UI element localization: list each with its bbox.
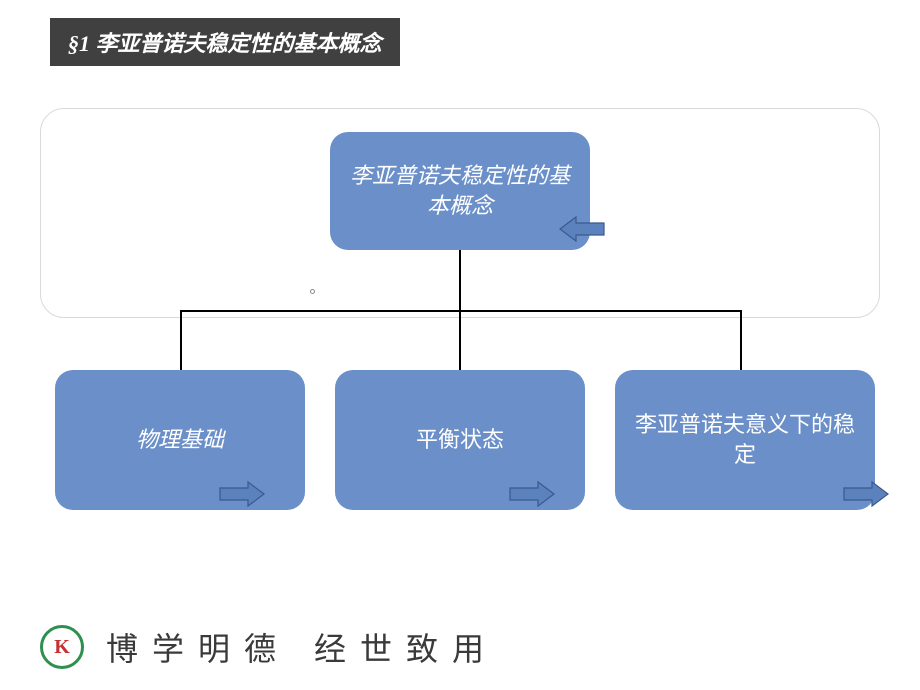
edit-marker bbox=[310, 289, 315, 294]
node-root: 李亚普诺夫稳定性的基本概念 bbox=[330, 132, 590, 250]
footer: K 博学明德经世致用 bbox=[40, 624, 498, 670]
connector-root-vert bbox=[459, 250, 461, 310]
arrow-child-2 bbox=[842, 480, 890, 508]
node-child-0: 物理基础 bbox=[55, 370, 305, 510]
connector-drop-1 bbox=[459, 310, 461, 370]
node-child-1-label: 平衡状态 bbox=[416, 425, 504, 455]
node-child-2: 李亚普诺夫意义下的稳定 bbox=[615, 370, 875, 510]
section-title: §1 李亚普诺夫稳定性的基本概念 bbox=[50, 18, 400, 66]
motto: 博学明德经世致用 bbox=[106, 624, 498, 670]
motto-part2: 经世致用 bbox=[314, 631, 498, 667]
node-root-label: 李亚普诺夫稳定性的基本概念 bbox=[344, 161, 576, 220]
arrow-root bbox=[558, 215, 606, 243]
motto-part1: 博学明德 bbox=[106, 631, 290, 667]
arrow-child-0 bbox=[218, 480, 266, 508]
university-logo: K bbox=[40, 625, 84, 669]
node-child-0-label: 物理基础 bbox=[136, 425, 224, 455]
connector-drop-2 bbox=[740, 310, 742, 370]
arrow-child-1 bbox=[508, 480, 556, 508]
node-child-2-label: 李亚普诺夫意义下的稳定 bbox=[629, 410, 861, 469]
logo-glyph: K bbox=[54, 636, 70, 659]
section-title-text: §1 李亚普诺夫稳定性的基本概念 bbox=[68, 31, 382, 56]
connector-drop-0 bbox=[180, 310, 182, 370]
